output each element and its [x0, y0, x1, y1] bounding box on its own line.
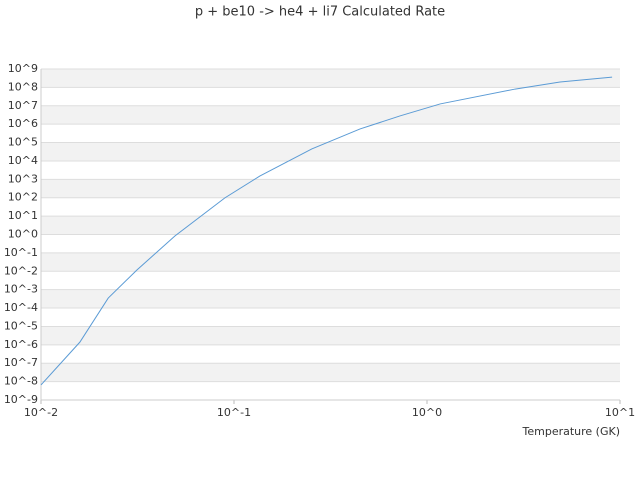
y-tick-label: 10^2 [8, 191, 38, 204]
grid-band [41, 105, 620, 125]
y-tick-label: 10^-5 [4, 319, 38, 332]
chart-title: p + be10 -> he4 + li7 Calculated Rate [195, 5, 445, 20]
y-tick-label: 10^-7 [4, 356, 38, 369]
grid-band [41, 289, 620, 309]
grid-band [41, 326, 620, 345]
x-tick-label: 10^0 [412, 406, 442, 419]
x-axis-title: Temperature (GK) [522, 425, 621, 438]
grid-band [41, 252, 620, 272]
y-tick-label: 10^1 [8, 209, 38, 222]
y-tick-label: 10^8 [8, 80, 38, 93]
y-tick-label: 10^7 [8, 99, 38, 112]
grid-band [41, 142, 620, 161]
y-tick-label: 10^6 [8, 117, 38, 130]
y-tick-label: 10^3 [8, 172, 38, 185]
y-tick-label: 10^-3 [4, 283, 38, 296]
y-tick-label: 10^-8 [4, 375, 38, 388]
y-tick-label: 10^9 [8, 62, 38, 75]
data-line [40, 76, 613, 386]
y-tick-label: 10^-4 [4, 301, 38, 314]
y-tick-label: 10^0 [8, 228, 38, 241]
y-tick-label: 10^-2 [4, 264, 38, 277]
x-tick-label: 10^1 [605, 406, 635, 419]
y-tick-label: 10^-9 [4, 393, 38, 406]
x-tick-label: 10^-1 [217, 406, 251, 419]
x-tick-label: 10^-2 [24, 406, 58, 419]
grid-band [41, 179, 620, 198]
y-tick-label: 10^5 [8, 136, 38, 149]
y-tick-label: 10^-1 [4, 246, 38, 259]
y-tick-label: 10^4 [8, 154, 38, 167]
y-tick-label: 10^-6 [4, 338, 38, 351]
grid-band [41, 216, 620, 235]
grid-band [41, 363, 620, 382]
grid-band [41, 69, 620, 88]
